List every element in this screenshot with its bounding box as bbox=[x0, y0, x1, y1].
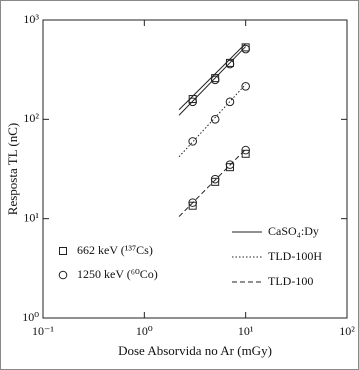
data-point bbox=[225, 160, 235, 169]
y-tick-label: 10² bbox=[23, 111, 39, 125]
y-tick-label: 10¹ bbox=[23, 210, 39, 224]
legend-label: 662 keV (¹³⁷Cs) bbox=[77, 243, 153, 257]
data-point bbox=[241, 145, 250, 155]
x-tick-label: 10⁰ bbox=[136, 324, 153, 338]
legend-marker bbox=[58, 270, 68, 280]
data-point bbox=[188, 198, 197, 207]
data-point bbox=[188, 137, 197, 146]
x-tick-label: 10¹ bbox=[238, 324, 254, 338]
y-tick-label: 10³ bbox=[23, 12, 39, 26]
legend-marker bbox=[59, 247, 67, 255]
data-point bbox=[241, 82, 250, 91]
x-tick-label: 10⁻¹ bbox=[32, 324, 54, 338]
data-point bbox=[210, 75, 220, 85]
data-point bbox=[241, 149, 250, 158]
data-point bbox=[210, 174, 220, 184]
data-point bbox=[225, 59, 235, 69]
series-line bbox=[178, 43, 247, 116]
data-point bbox=[225, 97, 235, 107]
y-tick-label: 10⁰ bbox=[22, 310, 39, 324]
x-axis-label: Dose Absorvida no Ar (mGy) bbox=[118, 343, 272, 358]
data-point bbox=[210, 115, 220, 124]
series-line bbox=[178, 84, 247, 158]
legend-label: TLD-100H bbox=[268, 249, 322, 263]
y-axis-label: Resposta TL (nC) bbox=[5, 123, 20, 215]
x-tick-label: 10² bbox=[339, 324, 355, 338]
plot-area bbox=[42, 19, 348, 319]
legend-label: 1250 keV (⁶⁰Co) bbox=[77, 267, 158, 281]
legend-label: CaSO₄:Dy bbox=[268, 224, 319, 238]
data-point bbox=[225, 163, 234, 172]
data-point bbox=[211, 177, 220, 186]
legend-label: TLD-100 bbox=[268, 274, 313, 288]
data-point bbox=[188, 97, 197, 107]
data-point bbox=[241, 44, 250, 54]
